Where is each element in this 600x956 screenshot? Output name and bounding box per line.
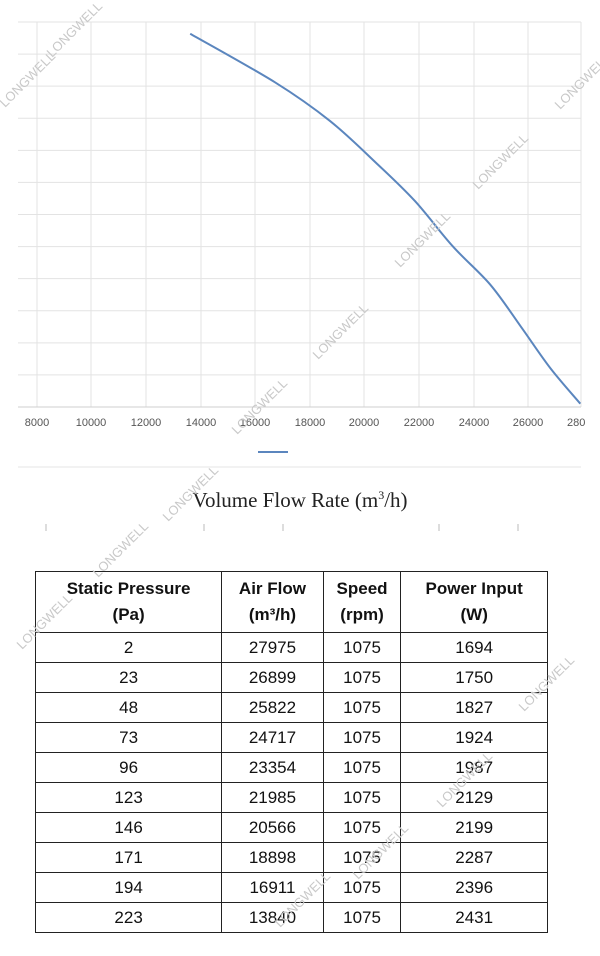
table-cell: 18898 — [221, 842, 324, 873]
table-cell: 1075 — [322, 692, 402, 723]
performance-table: Static Pressure (Pa) Air Flow (m³/h) Speed… — [34, 571, 548, 933]
table-cell: 2129 — [400, 782, 548, 813]
table-row: 146 20566 1075 2199 — [34, 812, 548, 843]
x-tick-label: 8000 — [25, 417, 49, 429]
x-tick-label: 14000 — [186, 417, 217, 429]
table-cell: 48 — [34, 692, 223, 723]
table-cell: 20566 — [221, 812, 324, 843]
table-cell: 1750 — [400, 662, 548, 693]
header-power-input: Power Input (W) — [400, 571, 548, 633]
table-cell: 96 — [34, 752, 223, 783]
table-cell: 21985 — [221, 782, 324, 813]
x-axis-title-sup: 3 — [378, 488, 385, 502]
table-row: 23 26899 1075 1750 — [34, 662, 548, 693]
x-tick-label: 22000 — [404, 417, 435, 429]
separator-ticks — [45, 524, 519, 531]
x-axis-title-main: Volume Flow Rate (m — [192, 488, 379, 512]
table-cell: 194 — [34, 872, 223, 903]
table-cell: 123 — [34, 782, 223, 813]
header-speed: Speed (rpm) — [322, 571, 402, 633]
table-cell: 2 — [34, 632, 223, 663]
table-cell: 1075 — [322, 902, 402, 933]
header-air-flow: Air Flow (m³/h) — [221, 571, 324, 633]
table-row: 48 25822 1075 1827 — [34, 692, 548, 723]
table-cell: 1075 — [322, 812, 402, 843]
table-cell: 25822 — [221, 692, 324, 723]
table-cell: 27975 — [221, 632, 324, 663]
table-cell: 1694 — [400, 632, 548, 663]
table-row: 123 21985 1075 2129 — [34, 782, 548, 813]
x-tick-label: 10000 — [76, 417, 107, 429]
x-tick-label: 12000 — [131, 417, 162, 429]
x-tick-labels: 8000 10000 12000 14000 16000 18000 20000 22000 2… — [25, 417, 586, 429]
series-line — [189, 32, 582, 405]
table-cell: 23 — [34, 662, 223, 693]
table-body: 2 27975 1075 1694 23 26899 1075 1750 48 25822 1075… — [34, 632, 548, 933]
table-cell: 24717 — [221, 722, 324, 753]
series-line-path — [189, 32, 582, 405]
x-tick-label: 24000 — [459, 417, 490, 429]
table-cell: 1924 — [400, 722, 548, 753]
table-cell: 146 — [34, 812, 223, 843]
watermark-text: LONGWELL — [552, 50, 600, 112]
chart-grid — [18, 21, 582, 408]
table-cell: 171 — [34, 842, 223, 873]
table-cell: 1075 — [322, 842, 402, 873]
table-cell: 2431 — [400, 902, 548, 933]
table-cell: 2396 — [400, 872, 548, 903]
watermark-text: LONGWELL — [0, 48, 58, 110]
table-cell: 2287 — [400, 842, 548, 873]
table-cell: 26899 — [221, 662, 324, 693]
x-tick-label: 18000 — [295, 417, 326, 429]
table-cell: 1827 — [400, 692, 548, 723]
table-cell: 2199 — [400, 812, 548, 843]
x-tick-label: 280 — [567, 417, 585, 429]
table-cell: 1075 — [322, 722, 402, 753]
table-row: 96 23354 1075 1987 — [34, 752, 548, 783]
watermark-text: LONGWELL — [392, 208, 454, 270]
table-cell: 223 — [34, 902, 223, 933]
table-row: 2 27975 1075 1694 — [34, 632, 548, 663]
x-tick-label: 20000 — [349, 417, 380, 429]
x-axis-title: Volume Flow Rate (m3/h) — [0, 488, 600, 513]
table-cell: 1075 — [322, 782, 402, 813]
table-cell: 1075 — [322, 632, 402, 663]
table-row: 194 16911 1075 2396 — [34, 872, 548, 903]
table-cell: 1987 — [400, 752, 548, 783]
table-cell: 13840 — [221, 902, 324, 933]
legend — [18, 451, 581, 468]
table-row: 223 13840 1075 2431 — [34, 902, 548, 933]
chart: 8000 10000 12000 14000 16000 18000 20000 22000 2… — [0, 0, 600, 468]
table-header-row: Static Pressure (Pa) Air Flow (m³/h) Speed… — [34, 571, 548, 633]
table-row: 171 18898 1075 2287 — [34, 842, 548, 873]
table-cell: 1075 — [322, 872, 402, 903]
watermark-text: LONGWELL — [310, 300, 372, 362]
table-cell: 1075 — [322, 662, 402, 693]
x-tick-label: 26000 — [513, 417, 544, 429]
header-static-pressure: Static Pressure (Pa) — [34, 571, 223, 633]
table-cell: 16911 — [221, 872, 324, 903]
x-tick-label: 16000 — [240, 417, 271, 429]
x-axis-title-tail: /h) — [384, 488, 408, 512]
table-cell: 73 — [34, 722, 223, 753]
table-cell: 23354 — [221, 752, 324, 783]
watermark-text: LONGWELL — [44, 0, 106, 60]
table-row: 73 24717 1075 1924 — [34, 722, 548, 753]
table-cell: 1075 — [322, 752, 402, 783]
